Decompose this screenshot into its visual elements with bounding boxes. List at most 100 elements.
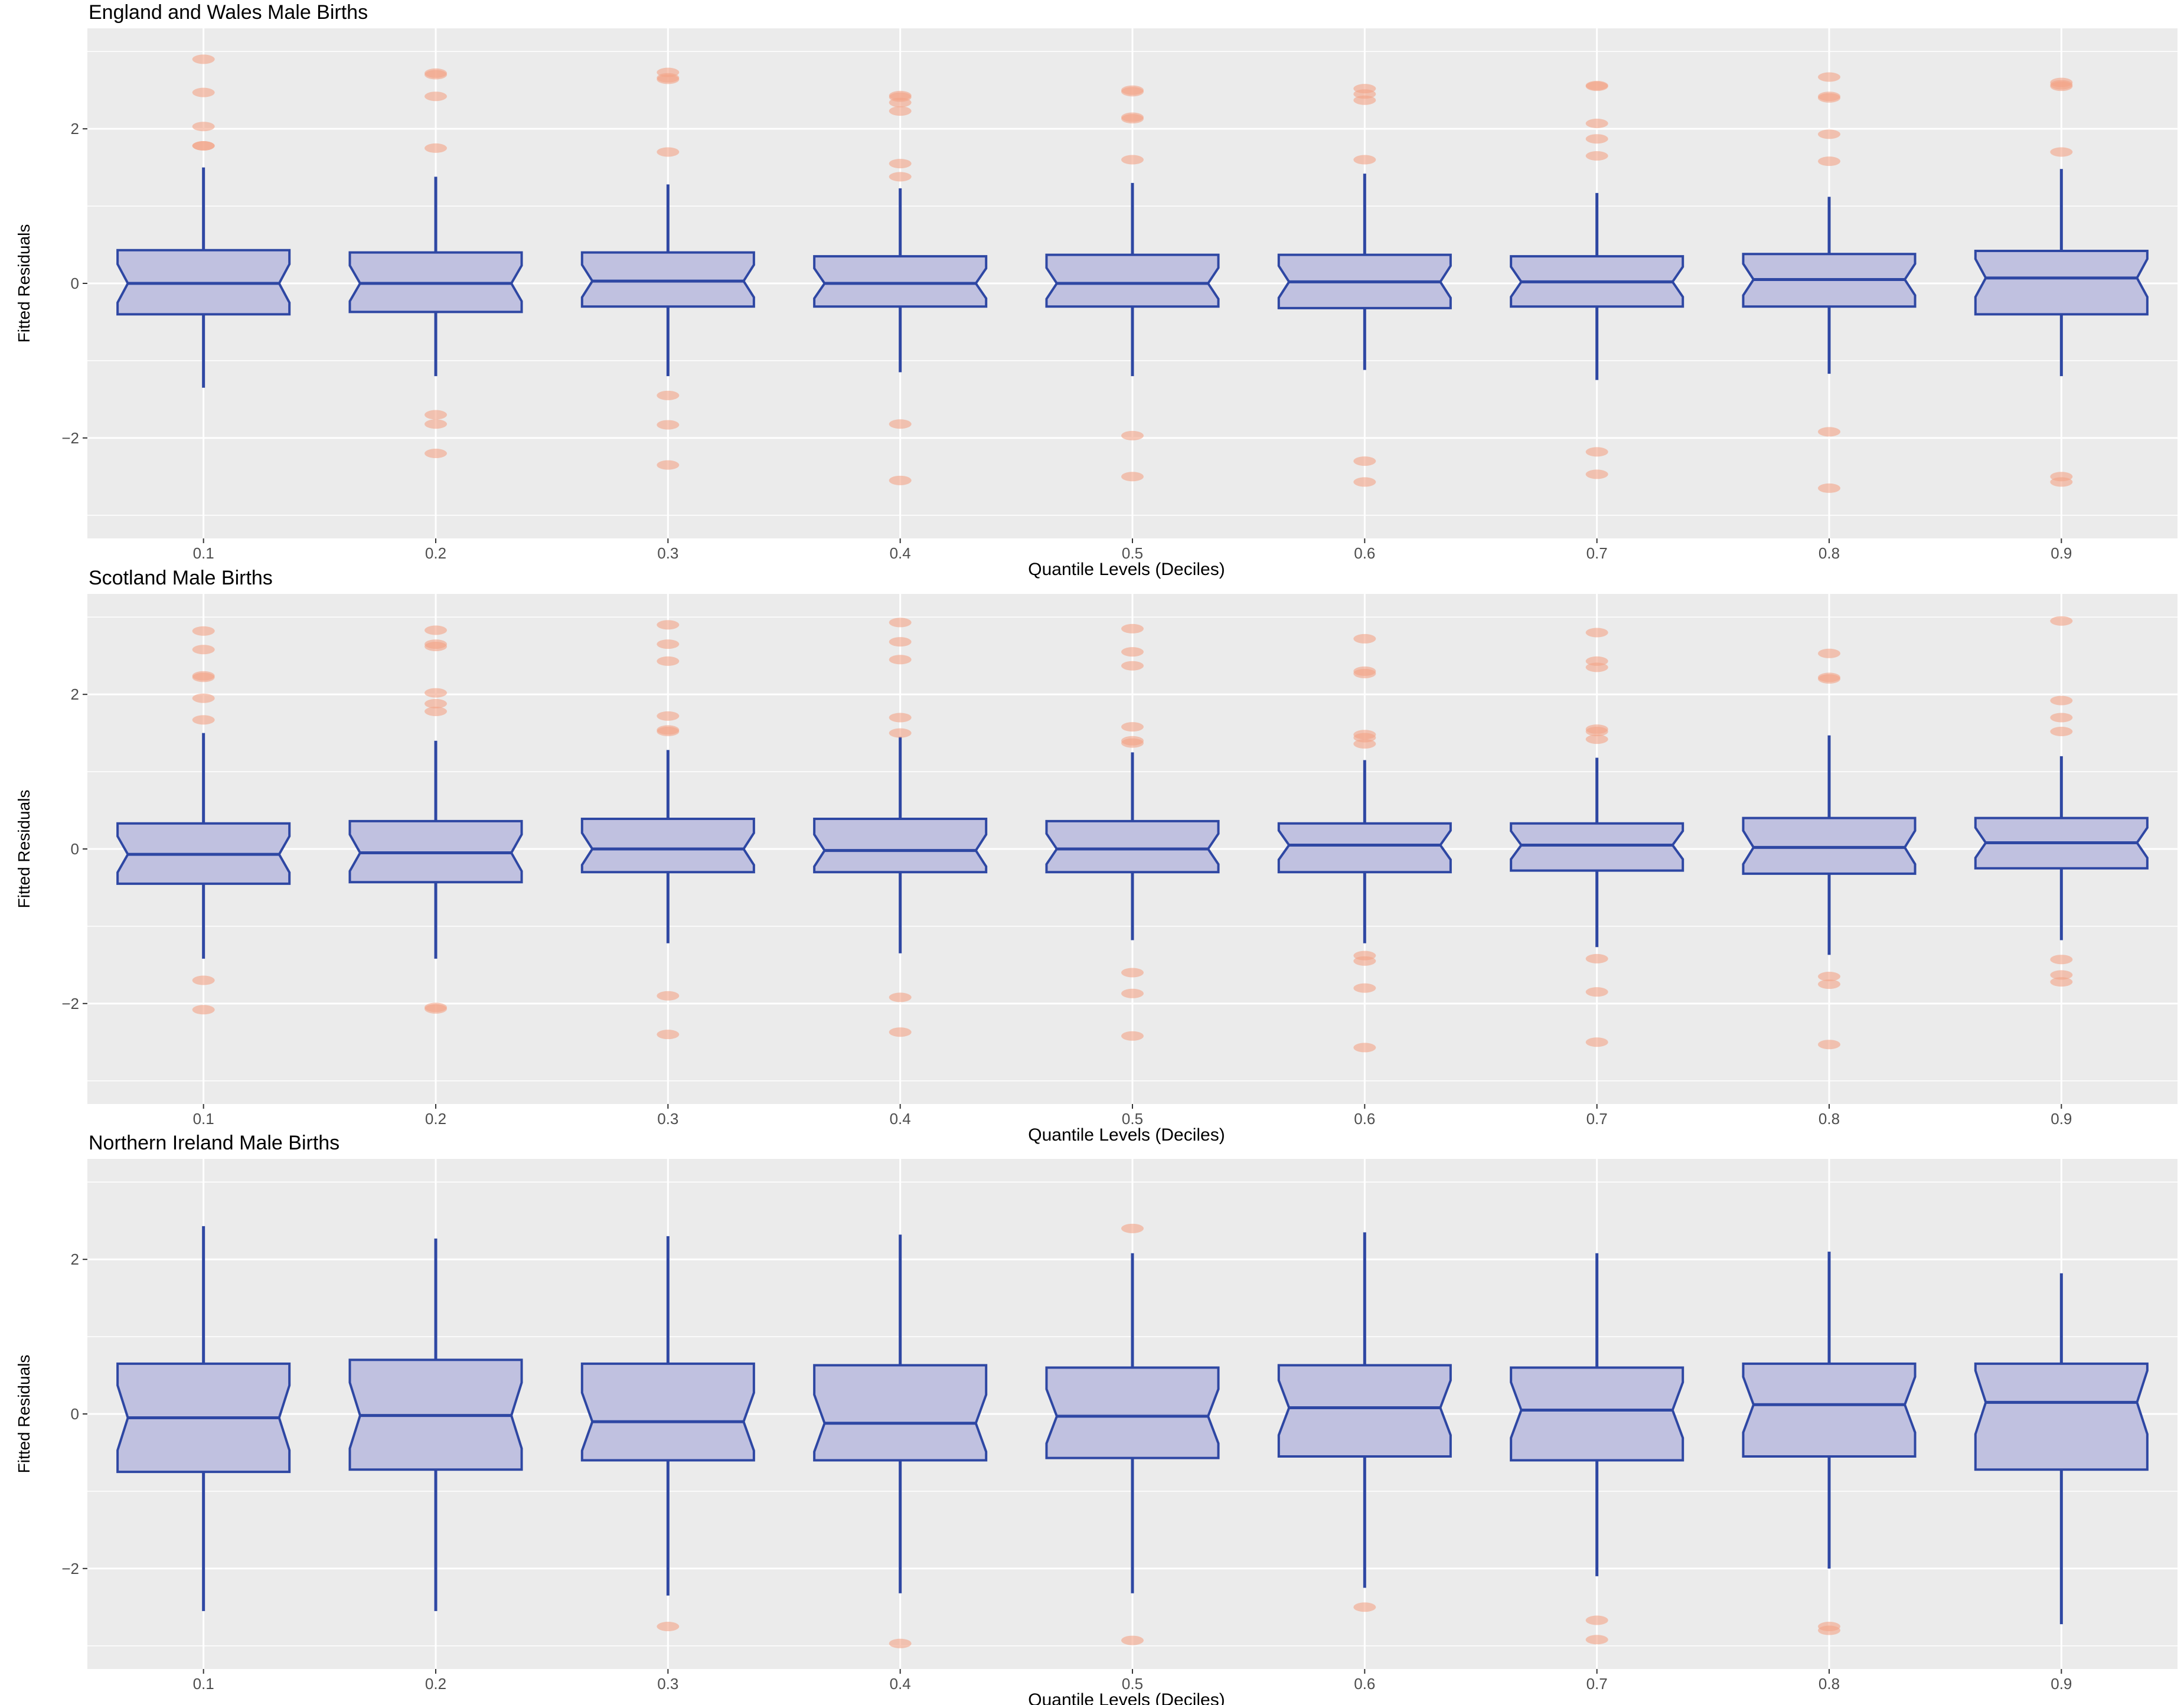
outlier-point (1585, 734, 1608, 744)
x-tick-label: 0.5 (1122, 544, 1143, 562)
outlier-point (192, 141, 215, 151)
outlier-point (192, 645, 215, 655)
outlier-point (1818, 129, 1840, 139)
outlier-point (889, 655, 912, 665)
outlier-point (1818, 972, 1840, 981)
outlier-point (425, 642, 447, 652)
x-tick-label: 0.9 (2051, 1110, 2072, 1128)
chart-panel-3: Northern Ireland Male Births 0.1 0.2 0.3 0.4… (15, 1132, 2178, 1705)
outlier-point (889, 97, 912, 107)
outlier-point (1121, 1635, 1144, 1645)
outlier-point (1121, 472, 1144, 482)
outlier-point (1121, 647, 1144, 657)
box-0.2 (348, 1238, 523, 1611)
outlier-point (425, 70, 447, 80)
outlier-point (889, 992, 912, 1002)
box-body (1045, 1366, 1220, 1459)
outlier-point (1818, 483, 1840, 493)
outlier-point (889, 1638, 912, 1648)
outlier-point (2050, 970, 2073, 980)
outlier-point (1585, 662, 1608, 672)
chart-panel-1: England and Wales Male Births 0.1 0.2 0.3 0.… (15, 1, 2178, 579)
outlier-point (1585, 151, 1608, 161)
outlier-point (1585, 81, 1608, 92)
outlier-point (2050, 616, 2073, 626)
outlier-point (1585, 987, 1608, 997)
outlier-point (1353, 1043, 1376, 1053)
x-axis-label: Quantile Levels (Deciles) (1028, 560, 1225, 579)
outlier-point (425, 143, 447, 153)
outlier-point (657, 991, 680, 1001)
outlier-point (425, 419, 447, 429)
outlier-point (2050, 695, 2073, 705)
box-body (1742, 816, 1917, 875)
outlier-point (1585, 447, 1608, 457)
box-0.7 (1510, 628, 1684, 1047)
y-tick-label: 0 (71, 275, 79, 292)
outlier-point (657, 74, 680, 84)
x-axis-label: Quantile Levels (Deciles) (1028, 1125, 1225, 1145)
box-0.8 (1742, 72, 1917, 493)
outlier-point (1121, 661, 1144, 671)
box-0.6 (1277, 1232, 1452, 1612)
y-tick-label: 0 (71, 840, 79, 858)
x-tick-label: 0.5 (1122, 1110, 1143, 1128)
outlier-point (1353, 668, 1376, 678)
x-tick-label: 0.9 (2051, 1675, 2072, 1693)
outlier-point (889, 728, 912, 738)
box-body (580, 251, 755, 308)
x-tick-label: 0.4 (890, 1110, 911, 1128)
outlier-point (192, 54, 215, 64)
x-tick-label: 0.1 (193, 1110, 214, 1128)
outlier-point (889, 106, 912, 116)
x-tick-label: 0.7 (1586, 1675, 1608, 1693)
outlier-point (1353, 155, 1376, 165)
outlier-point (889, 475, 912, 485)
y-tick-label: 2 (71, 120, 79, 138)
outlier-point (1818, 979, 1840, 989)
outlier-point (1121, 988, 1144, 998)
outlier-point (425, 92, 447, 102)
outlier-point (1818, 1040, 1840, 1050)
box-body (813, 255, 988, 308)
outlier-point (1121, 87, 1144, 97)
box-0.9 (1974, 616, 2149, 987)
outlier-point (1818, 156, 1840, 166)
outlier-point (1585, 119, 1608, 129)
outlier-point (889, 419, 912, 429)
box-0.8 (1742, 648, 1917, 1050)
y-axis-label: Fitted Residuals (15, 790, 33, 909)
outlier-point (2050, 477, 2073, 487)
x-tick-label: 0.6 (1354, 544, 1375, 562)
outlier-point (425, 1004, 447, 1014)
box-0.5 (1045, 623, 1220, 1041)
outlier-point (657, 620, 680, 630)
outlier-point (1121, 430, 1144, 440)
x-tick-label: 0.8 (1819, 1110, 1840, 1128)
box-body (1510, 822, 1684, 872)
outlier-point (1585, 1635, 1608, 1645)
outlier-point (2050, 977, 2073, 987)
outlier-point (192, 672, 215, 682)
outlier-point (192, 626, 215, 636)
x-tick-label: 0.2 (425, 1675, 446, 1693)
outlier-point (657, 147, 680, 157)
box-0.1 (116, 626, 291, 1015)
box-body (1974, 250, 2149, 316)
box-0.5 (1045, 85, 1220, 482)
box-body (1510, 1366, 1684, 1462)
outlier-point (657, 1622, 680, 1631)
x-tick-label: 0.5 (1122, 1675, 1143, 1693)
box-0.3 (580, 67, 755, 470)
outlier-point (1353, 983, 1376, 993)
box-body (1974, 1362, 2149, 1471)
outlier-point (1818, 674, 1840, 684)
outlier-point (1121, 968, 1144, 978)
box-body (813, 817, 988, 874)
outlier-point (1585, 134, 1608, 144)
outlier-point (425, 706, 447, 716)
outlier-point (2050, 955, 2073, 965)
x-axis-label: Quantile Levels (Deciles) (1028, 1690, 1225, 1705)
box-0.9 (1974, 77, 2149, 487)
